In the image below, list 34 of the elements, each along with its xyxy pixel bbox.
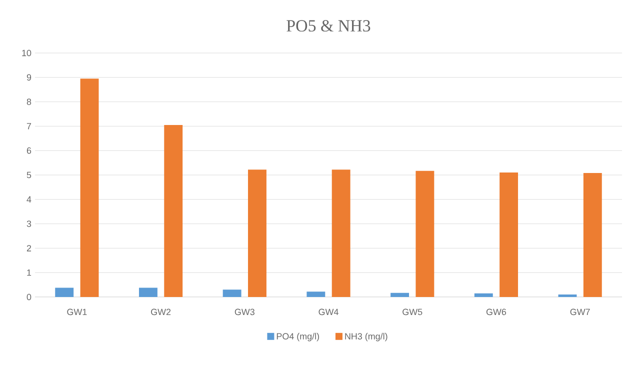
y-tick-label: 2 bbox=[26, 245, 32, 252]
y-tick-label: 3 bbox=[26, 220, 32, 227]
y-tick-label: 7 bbox=[26, 123, 32, 130]
y-tick-label: 10 bbox=[22, 50, 32, 56]
x-tick-label: GW1 bbox=[67, 308, 87, 316]
bar bbox=[583, 173, 602, 297]
bar bbox=[500, 172, 518, 297]
x-tick-label: GW2 bbox=[151, 308, 171, 316]
bar bbox=[164, 124, 183, 297]
bar bbox=[306, 292, 326, 297]
bar bbox=[222, 290, 242, 297]
y-tick-label: 8 bbox=[26, 98, 32, 105]
x-tick-label: GW6 bbox=[486, 308, 506, 316]
x-tick-label: GW4 bbox=[318, 308, 338, 316]
bar bbox=[248, 170, 266, 297]
y-tick-label: 4 bbox=[26, 196, 32, 202]
y-tick-label: 6 bbox=[26, 147, 32, 154]
x-tick-label: GW5 bbox=[402, 308, 422, 316]
legend-label: PO4 (mg/l) bbox=[276, 332, 319, 342]
bar bbox=[416, 170, 434, 297]
x-tick-label: GW3 bbox=[234, 308, 254, 316]
y-tick-label: 0 bbox=[26, 294, 32, 300]
bar bbox=[55, 288, 74, 297]
y-tick-label: 1 bbox=[27, 270, 32, 276]
bar bbox=[332, 170, 350, 297]
legend-label: NH3 (mg/l) bbox=[345, 332, 388, 342]
bar bbox=[474, 293, 493, 297]
bar bbox=[390, 292, 410, 297]
y-tick-label: 9 bbox=[26, 74, 32, 81]
x-tick-label: GW7 bbox=[570, 308, 590, 316]
y-tick-label: 5 bbox=[26, 172, 32, 178]
chart-title: PO5 & NH3 bbox=[286, 20, 370, 32]
bar bbox=[138, 288, 158, 297]
bar bbox=[80, 78, 99, 297]
